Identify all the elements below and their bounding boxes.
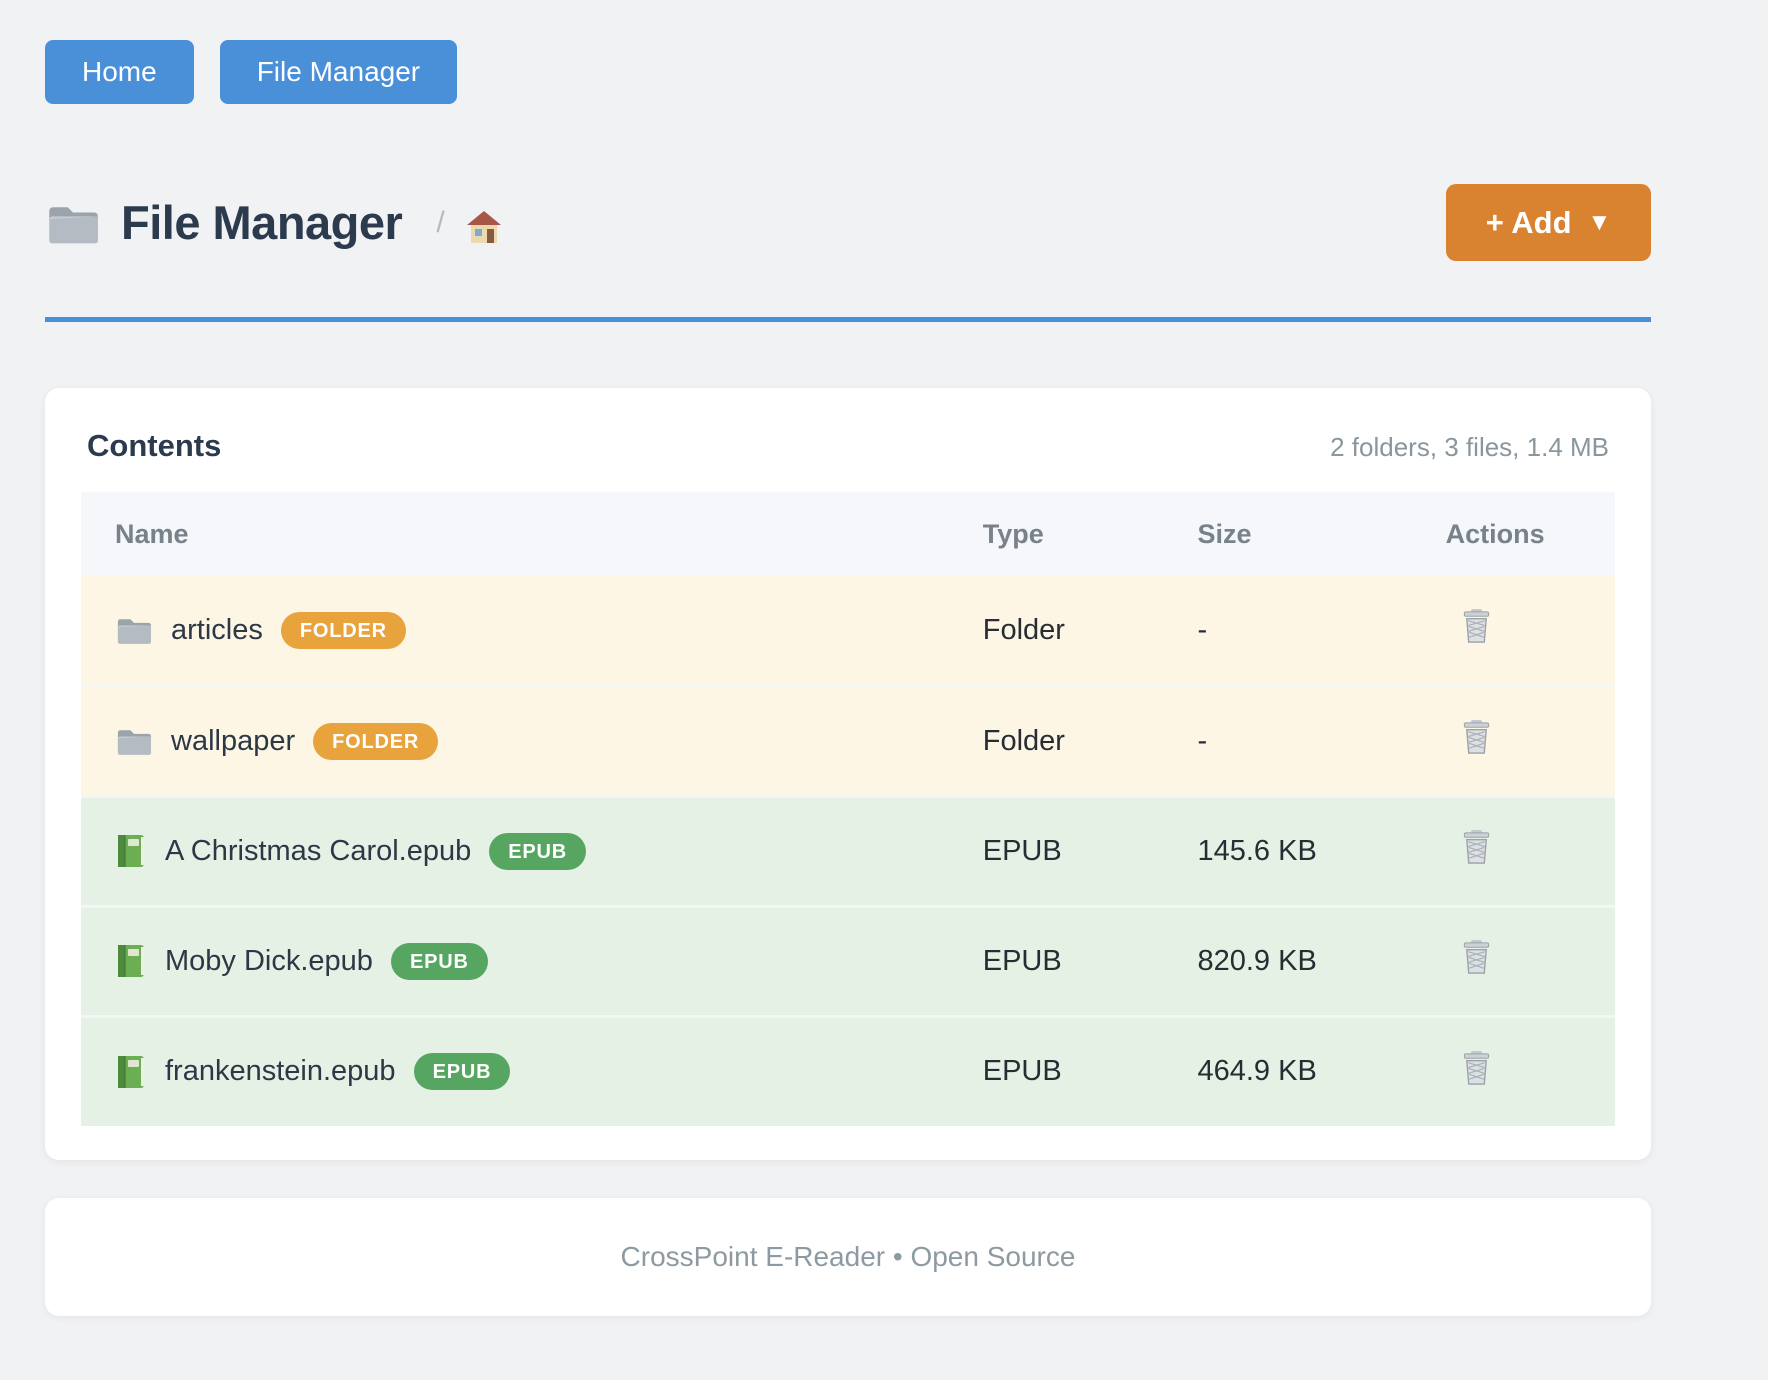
trash-icon <box>1460 1050 1493 1086</box>
file-name-link[interactable]: Moby Dick.epub <box>165 944 373 977</box>
book-icon <box>115 943 147 979</box>
file-type: EPUB <box>982 1055 1062 1088</box>
contents-summary: 2 folders, 3 files, 1.4 MB <box>1330 432 1609 462</box>
trash-icon <box>1460 719 1493 755</box>
add-button-label: + Add <box>1485 205 1572 240</box>
file-manager-nav-button[interactable]: File Manager <box>219 40 458 104</box>
contents-card: Contents 2 folders, 3 files, 1.4 MB Name… <box>45 388 1651 1160</box>
title-divider <box>45 317 1651 322</box>
file-table: Name Type Size Actions articles FOLDER F… <box>81 492 1615 1126</box>
home-nav-button[interactable]: Home <box>45 40 194 104</box>
folder-badge: FOLDER <box>313 722 439 760</box>
home-icon[interactable] <box>465 201 503 245</box>
trash-icon <box>1460 939 1493 975</box>
folder-badge: FOLDER <box>280 611 406 649</box>
delete-button[interactable] <box>1460 829 1493 865</box>
page-title: File Manager <box>121 196 403 249</box>
folder-icon <box>115 613 153 647</box>
file-size: - <box>1197 613 1208 646</box>
file-name-link[interactable]: frankenstein.epub <box>165 1055 396 1088</box>
file-name-link[interactable]: wallpaper <box>171 724 296 757</box>
table-row: frankenstein.epub EPUB EPUB 464.9 KB <box>81 1016 1615 1126</box>
file-name-link[interactable]: articles <box>171 613 263 646</box>
file-type: EPUB <box>982 944 1062 977</box>
file-type: Folder <box>982 724 1065 757</box>
file-manager-page: Home File Manager File Manager / + Add ▼… <box>45 0 1651 1316</box>
file-type: Folder <box>982 613 1065 646</box>
delete-button[interactable] <box>1460 719 1493 755</box>
contents-heading: Contents <box>87 428 222 463</box>
column-header-actions: Actions <box>1445 518 1545 549</box>
table-row: articles FOLDER Folder - <box>81 576 1615 686</box>
table-row: A Christmas Carol.epub EPUB EPUB 145.6 K… <box>81 796 1615 906</box>
file-type: EPUB <box>982 834 1062 867</box>
table-row: Moby Dick.epub EPUB EPUB 820.9 KB <box>81 906 1615 1016</box>
breadcrumb-separator: / <box>436 205 445 239</box>
delete-button[interactable] <box>1460 1050 1493 1086</box>
footer: CrossPoint E-Reader • Open Source <box>45 1198 1651 1316</box>
epub-badge: EPUB <box>390 942 488 980</box>
folder-icon <box>45 198 101 248</box>
column-header-name: Name <box>115 518 189 549</box>
file-size: 820.9 KB <box>1197 944 1317 977</box>
file-name-link[interactable]: A Christmas Carol.epub <box>165 834 472 867</box>
book-icon <box>115 1054 147 1090</box>
table-row: wallpaper FOLDER Folder - <box>81 686 1615 796</box>
add-button[interactable]: + Add ▼ <box>1446 184 1651 261</box>
delete-button[interactable] <box>1460 608 1493 644</box>
book-icon <box>115 833 147 869</box>
delete-button[interactable] <box>1460 939 1493 975</box>
column-header-size: Size <box>1197 518 1252 549</box>
epub-badge: EPUB <box>489 832 587 870</box>
footer-text: CrossPoint E-Reader • Open Source <box>620 1241 1076 1272</box>
top-nav: Home File Manager <box>45 40 1651 104</box>
column-header-type: Type <box>982 518 1044 549</box>
trash-icon <box>1460 829 1493 865</box>
trash-icon <box>1460 608 1493 644</box>
chevron-down-icon: ▼ <box>1587 208 1612 236</box>
page-header: File Manager / + Add ▼ <box>45 184 1651 261</box>
file-size: 145.6 KB <box>1197 834 1317 867</box>
file-size: 464.9 KB <box>1197 1055 1317 1088</box>
table-header-row: Name Type Size Actions <box>81 492 1615 576</box>
epub-badge: EPUB <box>413 1053 511 1091</box>
file-size: - <box>1197 724 1208 757</box>
folder-icon <box>115 724 153 758</box>
